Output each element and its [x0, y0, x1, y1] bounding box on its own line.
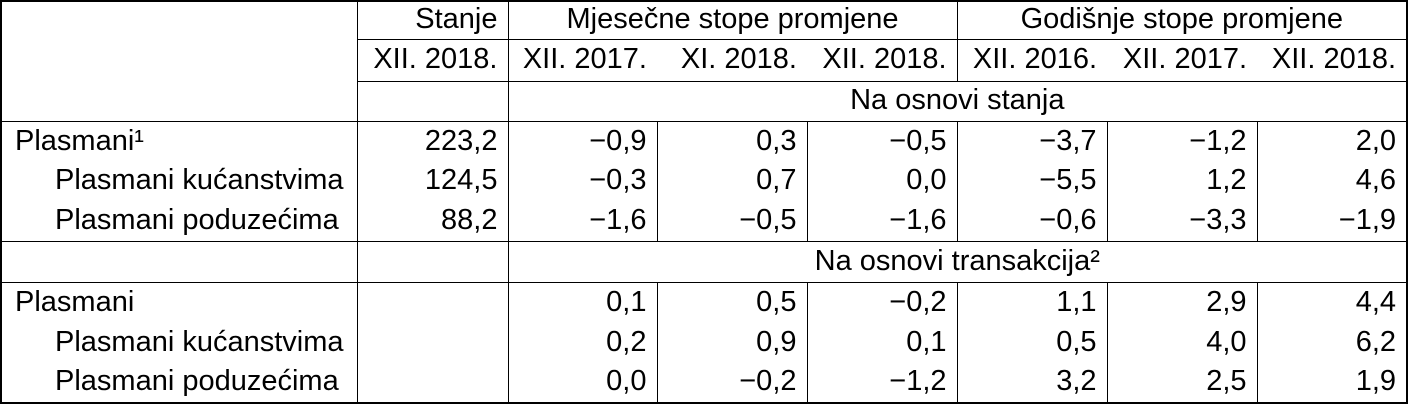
stanje-value: 223,2: [357, 121, 509, 162]
rate-value: −5,5: [957, 161, 1108, 202]
stanje-period-header: XII. 2018.: [357, 39, 509, 82]
stanje-value: 88,2: [357, 201, 509, 243]
header-row-periods: XII. 2018. XII. 2017. XI. 2018. XII. 201…: [1, 39, 1408, 82]
section-title-row-transakcija: Na osnovi transakcija²: [1, 241, 1408, 284]
rate-value: 1,1: [957, 282, 1108, 323]
rate-value: 2,5: [1107, 362, 1258, 403]
rate-value: 4,6: [1355, 164, 1397, 197]
rate-value: −1,2: [807, 362, 958, 403]
rate-value: −1,9: [1257, 201, 1408, 243]
corner-cell: [1, 1, 358, 122]
table-row: Plasmani¹ 223,2 −0,9 0,3 −0,5 −3,7 −1,2 …: [1, 121, 1407, 162]
stanje-value: [357, 322, 509, 363]
monthly-period-header-1: XI. 2018.: [657, 39, 807, 82]
table-row: Plasmani 0,1 0,5 −0,2 1,1 2,9 4,4: [1, 282, 1407, 323]
rate-value: 3,2: [957, 362, 1108, 403]
row-label: Plasmani¹: [1, 121, 358, 162]
rate-value: 2,9: [1107, 282, 1258, 323]
rate-value: 0,9: [657, 322, 808, 363]
annual-group-header: Godišnje stope promjene: [957, 1, 1408, 40]
rate-value: 0,0: [508, 362, 658, 403]
rate-value: 0,5: [957, 322, 1108, 363]
stanje-value: 124,5: [357, 161, 509, 202]
annual-period-header-0: XII. 2016.: [957, 39, 1108, 82]
table-row: Plasmani poduzećima 0,0 −0,2 −1,2 3,2 2,…: [1, 362, 1407, 403]
rate-value: −0,5: [657, 201, 808, 243]
rate-value: 0,3: [657, 121, 808, 162]
rate-value: 4,0: [1107, 322, 1258, 363]
rate-value: 0,1: [508, 282, 658, 323]
rate-value: −0,9: [508, 121, 658, 162]
rate-value: 2,0: [1355, 124, 1397, 157]
rate-value: −1,6: [508, 201, 658, 243]
rate-value: −0,3: [508, 161, 658, 202]
rate-value: 1,9: [1355, 365, 1397, 398]
annual-period-header-2: XII. 2018.: [1257, 39, 1408, 82]
rate-value: 0,2: [508, 322, 658, 363]
stanje-value: [357, 282, 509, 323]
row-label: Plasmani: [1, 282, 358, 323]
empty-stanje-cell: [357, 81, 509, 122]
rate-value: −3,7: [957, 121, 1108, 162]
stanje-column-header: Stanje: [357, 1, 509, 40]
rate-value: 1,2: [1107, 161, 1258, 202]
row-label: Plasmani kućanstvima: [1, 161, 358, 202]
rate-value: 0,5: [657, 282, 808, 323]
rate-value: 0,7: [657, 161, 808, 202]
monthly-period-header-0: XII. 2017.: [508, 39, 657, 82]
empty-label-cell: [1, 241, 358, 284]
row-label: Plasmani poduzećima: [1, 362, 358, 403]
rate-value: −1,6: [807, 201, 958, 243]
monthly-period-header-2: XII. 2018.: [807, 39, 958, 82]
rate-value: 0,1: [807, 322, 958, 363]
annual-period-header-1: XII. 2017.: [1107, 39, 1258, 82]
rate-value: −0,5: [807, 121, 958, 162]
table-row: Plasmani kućanstvima 0,2 0,9 0,1 0,5 4,0…: [1, 322, 1407, 363]
section-title-transakcija: Na osnovi transakcija²: [508, 241, 1408, 284]
empty-stanje-cell: [357, 241, 509, 284]
rate-value: −0,6: [957, 201, 1108, 243]
section-title-stanja: Na osnovi stanja: [508, 81, 1408, 122]
row-label: Plasmani poduzećima: [1, 201, 358, 243]
rate-value: 4,4: [1355, 286, 1397, 318]
rate-value: 0,0: [807, 161, 958, 202]
rate-value: 6,2: [1355, 325, 1397, 358]
stanje-value: [357, 362, 509, 403]
header-row-groups: Stanje Mjesečne stope promjene Godišnje …: [1, 1, 1408, 122]
table-row: Plasmani kućanstvima 124,5 −0,3 0,7 0,0 …: [1, 161, 1407, 202]
rate-value: −0,2: [657, 362, 808, 403]
monthly-group-header: Mjesečne stope promjene: [508, 1, 958, 40]
row-label: Plasmani kućanstvima: [1, 322, 358, 363]
rate-value: −0,2: [807, 282, 958, 323]
rate-value: −1,2: [1107, 121, 1258, 162]
rate-value: −3,3: [1107, 201, 1258, 243]
table-row: Plasmani poduzećima 88,2 −1,6 −0,5 −1,6 …: [1, 201, 1408, 243]
section-title-row-stanja: Na osnovi stanja: [1, 81, 1408, 122]
